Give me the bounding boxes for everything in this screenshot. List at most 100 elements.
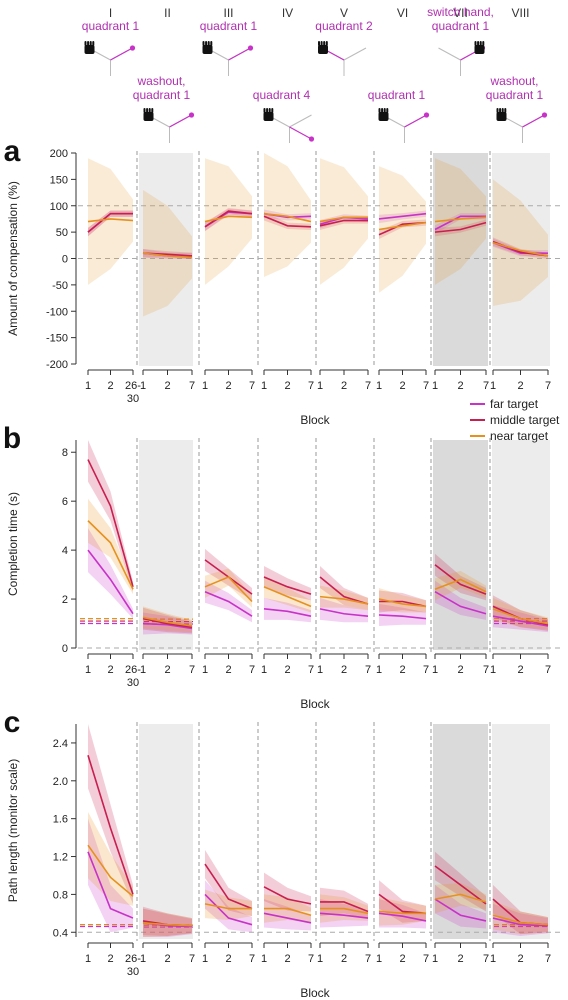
series-line-middle bbox=[204, 863, 253, 910]
x-tick-label: 2 bbox=[341, 664, 347, 676]
hand-finger bbox=[499, 108, 502, 113]
x-tick-label: 1 bbox=[490, 664, 496, 676]
x-tick-label: 2 bbox=[107, 953, 113, 965]
series-line-near bbox=[378, 598, 427, 608]
y-tick-label: -100 bbox=[46, 306, 68, 318]
y-tick-label: -150 bbox=[46, 333, 68, 345]
series-line-near bbox=[492, 608, 549, 625]
confidence-band bbox=[264, 899, 311, 931]
series-line-far bbox=[87, 549, 134, 615]
confidence-band bbox=[88, 818, 133, 933]
series-line-near bbox=[319, 595, 369, 605]
quadrant-diagram-icon bbox=[378, 108, 430, 143]
series-line-far bbox=[263, 912, 312, 924]
x-tick-label: 2 bbox=[164, 664, 170, 676]
legend-label: near target bbox=[490, 429, 549, 443]
series-line-near bbox=[263, 586, 312, 608]
x-tick-label: 1 bbox=[490, 380, 496, 392]
x-tick-label: 7 bbox=[483, 953, 489, 965]
confidence-band bbox=[143, 908, 192, 937]
series-line-far bbox=[434, 591, 487, 615]
confidence-band bbox=[264, 575, 311, 613]
confidence-band bbox=[320, 597, 368, 623]
hand-palm bbox=[496, 112, 507, 121]
x-tick-label: 1 bbox=[261, 380, 267, 392]
x-tick-label: 2 bbox=[164, 380, 170, 392]
confidence-band bbox=[264, 153, 311, 277]
y-tick-label: 2.4 bbox=[53, 738, 68, 750]
y-tick-label: 1.2 bbox=[53, 852, 68, 864]
confidence-band bbox=[493, 238, 548, 257]
y-axis-label: Path length (monitor scale) bbox=[6, 759, 20, 902]
series-line-far bbox=[378, 912, 427, 922]
series-line-near bbox=[142, 252, 193, 259]
x-tick-label: 1 bbox=[85, 953, 91, 965]
x-tick-label: 1 bbox=[261, 953, 267, 965]
confidence-band bbox=[88, 158, 133, 285]
confidence-band bbox=[493, 179, 548, 306]
hand-finger bbox=[263, 108, 266, 113]
series-line-middle bbox=[434, 564, 487, 595]
confidence-band bbox=[205, 158, 252, 285]
active-arm-line bbox=[404, 114, 427, 128]
series-line-middle bbox=[142, 617, 193, 628]
confidence-band bbox=[435, 883, 486, 914]
series-line-near bbox=[87, 844, 134, 897]
hand-finger bbox=[386, 108, 389, 113]
phase-shade-VII bbox=[433, 153, 488, 366]
series-line-near bbox=[434, 578, 487, 593]
phase-label-line: switch hand, bbox=[427, 5, 494, 19]
confidence-band bbox=[320, 585, 368, 611]
hand-palm bbox=[263, 112, 274, 121]
phase-shade-VII bbox=[433, 440, 488, 650]
x-tick-label: 7 bbox=[189, 380, 195, 392]
confidence-band bbox=[320, 566, 368, 611]
x-tick-label: 2 bbox=[517, 953, 523, 965]
series-line-near bbox=[264, 907, 312, 916]
x-tick-label: 2 bbox=[399, 664, 405, 676]
y-tick-label: 0.8 bbox=[53, 889, 68, 901]
x-tick-label: 1 bbox=[376, 664, 382, 676]
x-axis-label: Block bbox=[300, 697, 330, 711]
x-tick-label: 2 bbox=[457, 664, 463, 676]
y-tick-label: -200 bbox=[46, 359, 68, 371]
y-tick-label: 2 bbox=[62, 594, 68, 606]
hand-finger bbox=[318, 41, 320, 46]
target-dot bbox=[129, 45, 136, 51]
x-tick-label: 7 bbox=[423, 380, 429, 392]
arm-line-left bbox=[438, 47, 461, 61]
x-tick-label: 1 bbox=[202, 664, 208, 676]
hand-icon bbox=[496, 108, 507, 121]
phase-roman-V: V bbox=[340, 6, 348, 20]
x-tick-label: 7 bbox=[189, 664, 195, 676]
x-tick-label: 7 bbox=[365, 953, 371, 965]
series-line-far bbox=[263, 608, 312, 617]
panel-letter: b bbox=[3, 422, 21, 455]
quadrant-diagram-icon bbox=[143, 108, 195, 143]
x-tick-label: 7 bbox=[545, 953, 551, 965]
y-tick-label: 150 bbox=[50, 174, 68, 186]
hand-finger bbox=[271, 108, 274, 113]
x-tick-label: 2 bbox=[341, 380, 347, 392]
phase-label-I: quadrant 1 bbox=[82, 19, 140, 33]
confidence-band bbox=[143, 908, 192, 937]
hand-finger bbox=[92, 41, 95, 46]
series-line-far bbox=[204, 590, 253, 617]
x-axis-label: Block bbox=[300, 413, 330, 427]
x-tick-label: 1 bbox=[376, 953, 382, 965]
y-tick-label: 0.4 bbox=[53, 927, 68, 939]
confidence-band bbox=[143, 189, 192, 317]
x-tick-label: 30 bbox=[127, 966, 139, 978]
y-tick-label: 100 bbox=[50, 201, 68, 213]
hand-finger bbox=[482, 41, 485, 46]
hand-palm bbox=[474, 45, 485, 54]
series-line-far bbox=[319, 608, 369, 617]
target-dot bbox=[188, 112, 195, 118]
x-tick-label: 7 bbox=[308, 953, 314, 965]
x-tick-label: 1 bbox=[432, 953, 438, 965]
hand-finger bbox=[501, 108, 504, 113]
series-line-near bbox=[142, 616, 193, 627]
y-tick-label: 50 bbox=[56, 227, 68, 239]
hand-finger bbox=[202, 41, 205, 46]
